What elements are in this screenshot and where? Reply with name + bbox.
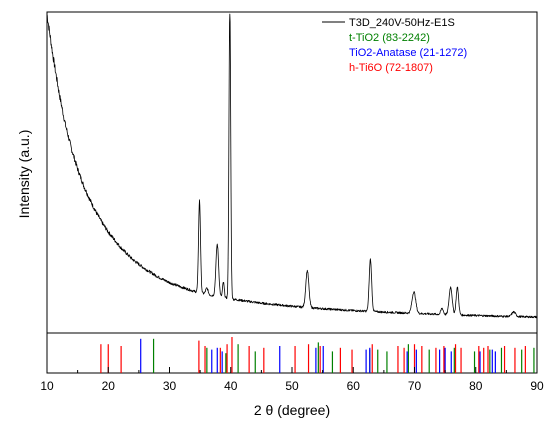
x-tick-label-5: 60 [347, 379, 361, 393]
legend-entry-tio2-anatase: TiO2-Anatase (21-1272) [349, 47, 467, 59]
x-tick-label-6: 70 [408, 379, 422, 393]
x-tick-label-4: 50 [285, 379, 299, 393]
main-plot-frame [46, 11, 538, 334]
reference-peak-lines [100, 337, 535, 373]
legend-entry-t-tio2: t-TiO2 (83-2242) [349, 32, 430, 44]
x-tick-label-1: 20 [102, 379, 116, 393]
x-tick-label-2: 30 [163, 379, 177, 393]
x-tick-label-7: 80 [469, 379, 483, 393]
x-tick-label-0: 10 [40, 379, 54, 393]
x-axis-title: 2 θ (degree) [254, 402, 330, 418]
x-tick-label-8: 90 [530, 379, 544, 393]
legend-entry-pattern: T3D_240V-50Hz-E1S [349, 17, 455, 29]
diffraction-pattern-panel [46, 11, 538, 334]
x-axis: 10 20 30 40 50 60 70 80 90 [40, 367, 544, 393]
y-axis-title: Intensity (a.u.) [16, 130, 32, 219]
legend-entry-h-ti6o: h-Ti6O (72-1807) [349, 62, 433, 74]
pattern-series-line [46, 13, 538, 319]
x-tick-label-3: 40 [224, 379, 238, 393]
legend: T3D_240V-50Hz-E1S t-TiO2 (83-2242) TiO2-… [322, 17, 467, 74]
